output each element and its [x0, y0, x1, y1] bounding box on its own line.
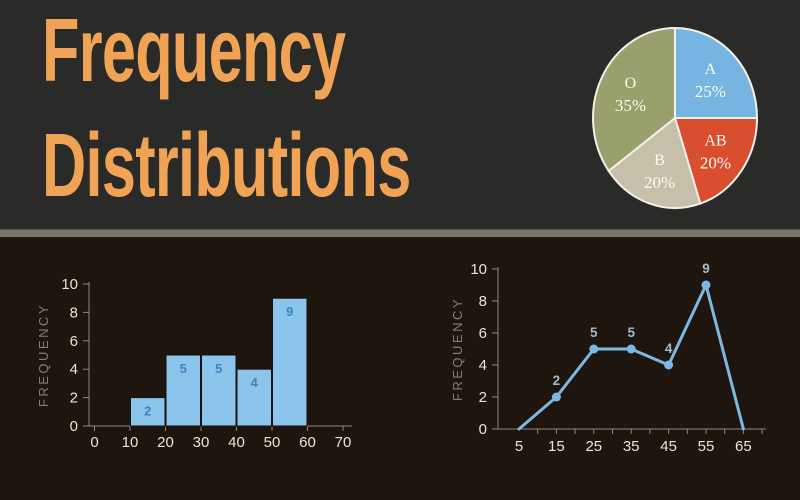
hist-xtick-label: 50 [264, 434, 281, 451]
hist-ytick-label: 10 [61, 276, 78, 293]
data-point-marker [626, 344, 636, 354]
pie-slice-label: B [654, 152, 665, 169]
data-point-label: 5 [590, 325, 598, 340]
pie-slice-B [607, 117, 702, 209]
histogram-bar-label: 5 [215, 361, 222, 376]
pie-slice-percent: 35% [615, 96, 646, 115]
poly-xtick-label: 5 [515, 438, 523, 455]
pie-chart: A 25% AB 20% B 20% O 35% [592, 27, 758, 209]
pie-slice-A [674, 27, 758, 119]
hist-xtick-label: 20 [157, 434, 174, 451]
data-point-marker [589, 344, 599, 354]
hist-xtick-label: 10 [122, 434, 139, 451]
histogram-chart: 0 2 4 6 8 10 0 10 20 30 40 50 60 70 2 5 5 4 9 FREQUENCY [36, 276, 352, 451]
poly-ytick-label: 0 [479, 421, 487, 438]
poly-xtick-label: 45 [660, 438, 677, 455]
histogram-bar [130, 397, 166, 427]
poly-ytick-label: 6 [479, 325, 487, 342]
frequency-polygon-line [517, 283, 745, 431]
poly-xtick-label: 25 [585, 438, 602, 455]
section-divider [0, 229, 800, 237]
poly-xtick-label: 65 [735, 438, 752, 455]
histogram-bar-label: 9 [286, 304, 293, 319]
header-section: Frequency Distributions A 25% AB 20% B 20% O 35… [0, 0, 800, 229]
hist-ytick-label: 2 [70, 390, 78, 407]
poly-xtick-label: 35 [623, 438, 640, 455]
pie-slice-label: O [625, 75, 637, 92]
histogram-bar-label: 2 [144, 404, 151, 419]
data-point-label: 4 [665, 341, 673, 356]
histogram-bar [272, 297, 308, 427]
data-point-label: 5 [627, 325, 635, 340]
hist-ytick-label: 8 [70, 304, 78, 321]
pie-slice-percent: 20% [644, 173, 675, 192]
pie-slice-AB [674, 117, 758, 205]
hist-ytick-label: 4 [70, 361, 78, 378]
poly-ytick-label: 4 [479, 357, 487, 374]
histogram-bar [201, 354, 237, 427]
poly-ytick-label: 2 [479, 389, 487, 406]
hist-ytick-label: 0 [70, 418, 78, 435]
data-point-marker [551, 392, 561, 402]
histogram-bar-label: 4 [251, 375, 259, 390]
data-point-label: 9 [702, 261, 710, 276]
hist-ytick-label: 6 [70, 333, 78, 350]
poly-ylabel: FREQUENCY [450, 297, 465, 401]
data-point-label: 2 [553, 373, 561, 388]
pie-slice-O [592, 27, 676, 172]
pie-slice-label: A [705, 61, 717, 78]
title-line-1: Frequency [42, 1, 346, 101]
poly-xtick-label: 55 [698, 438, 715, 455]
pie-chart-container: A 25% AB 20% B 20% O 35% [560, 0, 800, 234]
hist-xtick-label: 30 [193, 434, 210, 451]
data-point-marker [664, 360, 674, 370]
histogram-bar [236, 368, 272, 427]
pie-slice-label: AB [704, 132, 726, 149]
poly-ytick-label: 8 [479, 293, 487, 310]
poly-xtick-label: 15 [548, 438, 565, 455]
poly-ytick-label: 10 [470, 261, 487, 278]
hist-ylabel: FREQUENCY [36, 303, 51, 407]
title-line-2: Distributions [42, 116, 411, 216]
pie-slice-percent: 25% [695, 82, 726, 101]
data-point-marker [701, 280, 711, 290]
pie-slice-percent: 20% [700, 153, 731, 172]
hist-xtick-label: 60 [299, 434, 316, 451]
hist-xtick-label: 70 [335, 434, 352, 451]
page-title: Frequency Distributions [42, 0, 584, 224]
histogram-bar-label: 5 [180, 361, 187, 376]
hist-xtick-label: 0 [90, 434, 98, 451]
hist-xtick-label: 40 [228, 434, 245, 451]
histogram-bar [165, 354, 201, 427]
